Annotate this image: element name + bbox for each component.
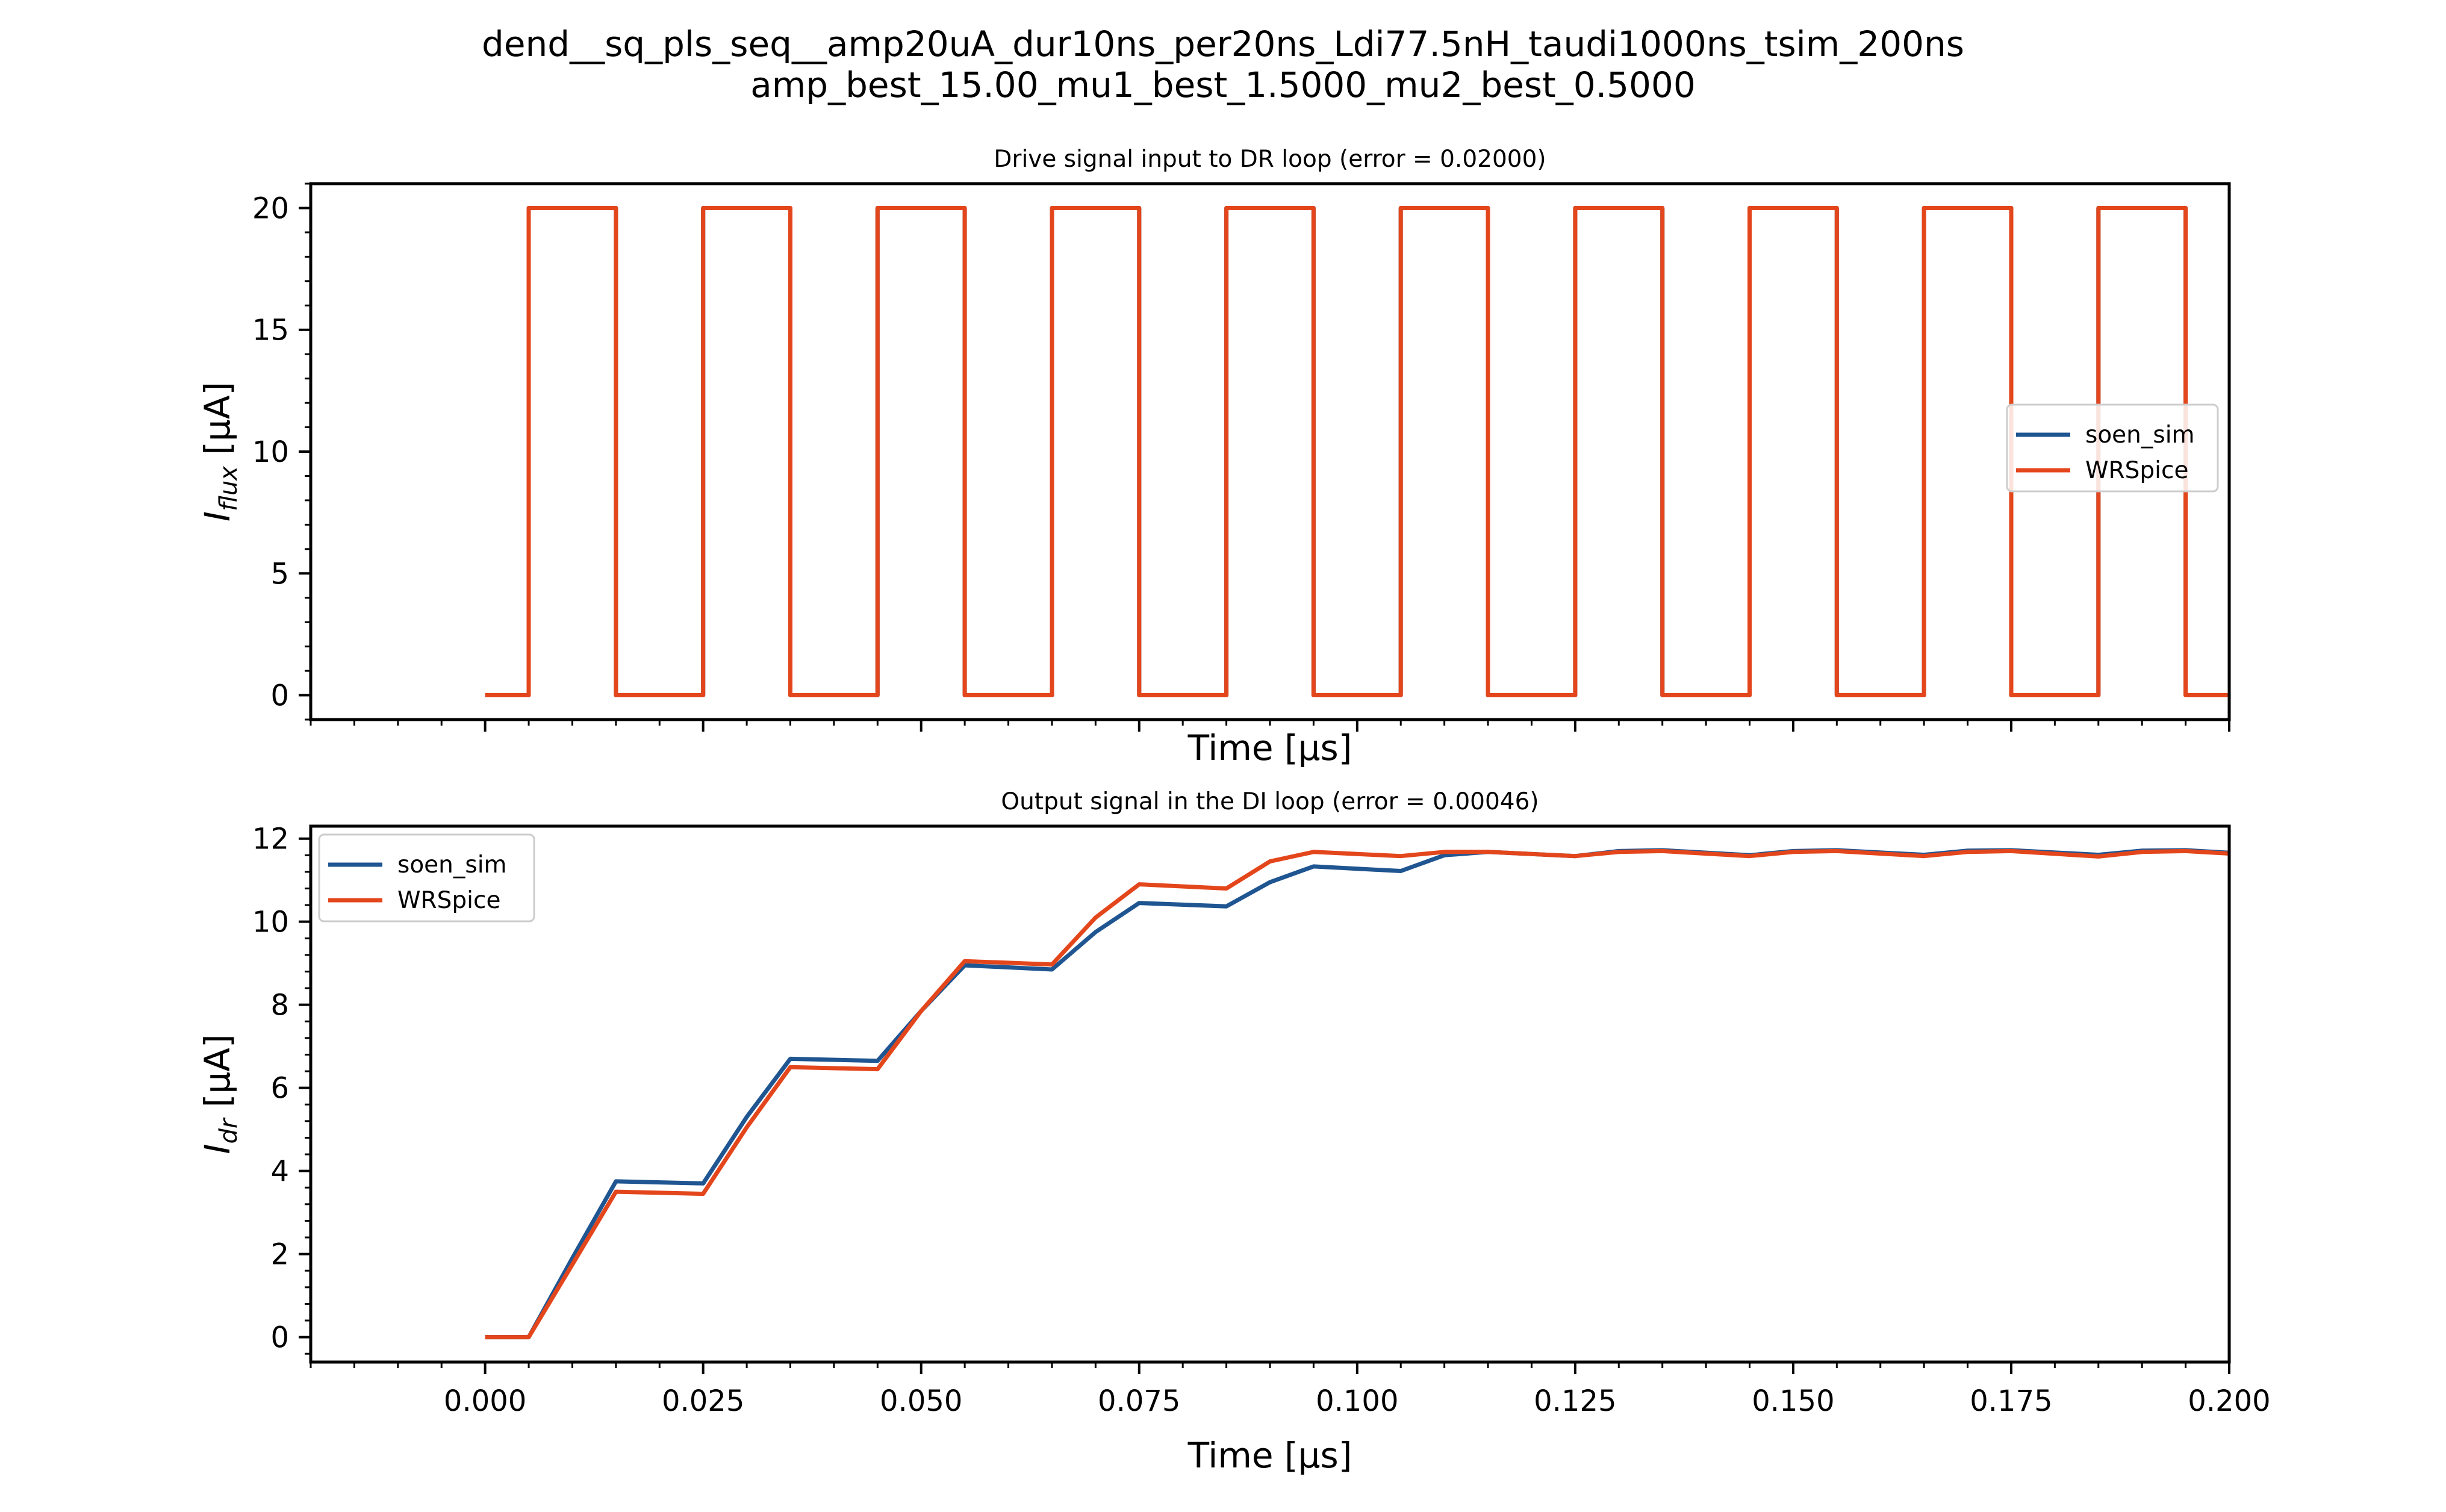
y-axis-label-subscript: flux — [215, 466, 243, 511]
x-tick-label: 0.150 — [1752, 1384, 1834, 1418]
x-tick-label: 0.075 — [1098, 1384, 1180, 1418]
series-line-soen-sim — [485, 848, 2230, 1340]
legend-label-soen-sim: soen_sim — [2085, 422, 2195, 449]
y-tick-label: 15 — [252, 314, 289, 347]
panel-title: Output signal in the DI loop (error = 0.… — [1001, 788, 1539, 815]
y-tick-label: 20 — [252, 191, 289, 225]
y-tick-label: 0 — [270, 679, 289, 713]
legend-label-wrspice: WRSpice — [2085, 457, 2188, 484]
series-line-wrspice — [485, 206, 2229, 697]
y-tick-label: 10 — [252, 906, 289, 939]
output-signal-panel: Output signal in the DI loop (error = 0.… — [197, 788, 2271, 1476]
legend: soen_sim WRSpice — [318, 833, 535, 922]
legend-label-wrspice: WRSpice — [397, 887, 500, 914]
series-line-wrspice — [485, 848, 2230, 1340]
panel-title: Drive signal input to DR loop (error = 0… — [994, 146, 1546, 173]
y-axis-label-symbol: I — [197, 1144, 238, 1154]
series-line-soen-sim — [485, 206, 2229, 697]
x-axis-label: Time [μs] — [1187, 727, 1352, 768]
y-axis-label-unit: [μA] — [197, 1034, 238, 1118]
y-axis-label: Idr [μA] — [197, 1034, 243, 1154]
x-tick-label: 0.200 — [2188, 1384, 2270, 1418]
y-tick-label: 10 — [252, 435, 289, 469]
y-tick-label: 4 — [270, 1155, 289, 1189]
axes-frame — [309, 824, 2231, 1364]
y-axis-label: Iflux [μA] — [197, 382, 243, 521]
x-tick-label: 0.025 — [662, 1384, 744, 1418]
legend: soen_sim WRSpice — [2006, 403, 2219, 493]
x-tick-label: 0.175 — [1970, 1384, 2052, 1418]
y-tick-label: 5 — [270, 557, 289, 591]
y-tick-label: 0 — [270, 1321, 289, 1355]
y-tick-label: 8 — [270, 989, 289, 1022]
y-axis-label-symbol: I — [197, 511, 238, 521]
figure-title-line-1: dend__sq_pls_seq__amp20uA_dur10ns_per20n… — [482, 23, 1964, 64]
x-tick-label: 0.000 — [444, 1384, 526, 1418]
x-tick-label: 0.125 — [1534, 1384, 1616, 1418]
drive-signal-panel: Drive signal input to DR loop (error = 0… — [197, 146, 2231, 768]
legend-label-soen-sim: soen_sim — [397, 851, 507, 879]
y-tick-label: 6 — [270, 1072, 289, 1106]
figure-title-line-2: amp_best_15.00_mu1_best_1.5000_mu2_best_… — [750, 64, 1696, 105]
y-axis-label-unit: [μA] — [197, 382, 238, 466]
x-axis-label: Time [μs] — [1187, 1435, 1352, 1476]
y-tick-label: 12 — [252, 823, 289, 856]
y-tick-label: 2 — [270, 1238, 289, 1272]
x-tick-label: 0.050 — [880, 1384, 962, 1418]
axes-frame — [309, 182, 2231, 721]
x-tick-label: 0.100 — [1316, 1384, 1398, 1418]
y-axis-label-subscript: dr — [215, 1117, 243, 1143]
